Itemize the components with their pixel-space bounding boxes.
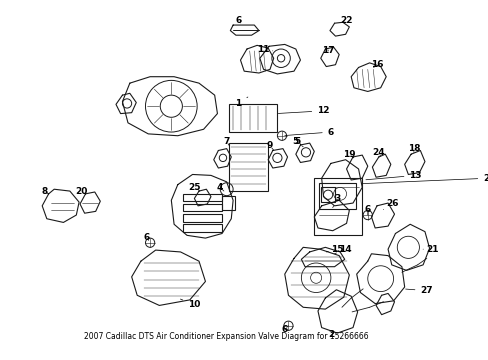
Bar — [183, 204, 222, 211]
Text: 5: 5 — [294, 137, 301, 146]
Text: 5: 5 — [292, 137, 303, 147]
Text: 19: 19 — [342, 150, 355, 159]
Bar — [183, 214, 222, 221]
Text: 26: 26 — [383, 199, 398, 210]
Text: 9: 9 — [266, 141, 273, 150]
Text: 8: 8 — [42, 186, 48, 195]
Text: 6: 6 — [281, 325, 288, 334]
Text: 20: 20 — [76, 186, 88, 195]
Text: 1: 1 — [235, 97, 247, 108]
Text: 7: 7 — [223, 137, 229, 146]
Text: 6: 6 — [235, 16, 241, 25]
Text: 22: 22 — [340, 16, 352, 25]
Text: 15: 15 — [325, 245, 343, 254]
Text: 25: 25 — [188, 183, 200, 192]
Text: 14: 14 — [334, 245, 351, 254]
Text: 6: 6 — [284, 127, 333, 136]
Bar — [314, 178, 362, 235]
Text: 24: 24 — [372, 148, 385, 157]
Text: 3: 3 — [332, 194, 340, 208]
Bar — [229, 143, 267, 191]
Text: 13: 13 — [365, 171, 421, 180]
Bar — [318, 183, 355, 208]
Bar — [183, 224, 222, 231]
Bar — [222, 196, 234, 211]
Bar — [183, 194, 222, 201]
Text: 12: 12 — [278, 106, 329, 115]
Text: 18: 18 — [407, 144, 419, 153]
Text: 23: 23 — [363, 174, 488, 184]
Bar — [320, 187, 335, 202]
Text: 6: 6 — [364, 205, 370, 215]
Text: 11: 11 — [257, 45, 272, 54]
Bar — [229, 104, 277, 132]
Text: 4: 4 — [217, 183, 224, 192]
Text: 16: 16 — [370, 60, 383, 69]
Text: 2: 2 — [327, 330, 333, 339]
Text: 10: 10 — [180, 299, 200, 309]
Text: 21: 21 — [422, 245, 438, 254]
Text: 17: 17 — [321, 46, 334, 55]
Text: 27: 27 — [405, 286, 432, 295]
Text: 2007 Cadillac DTS Air Conditioner Expansion Valve Diagram for 15266666: 2007 Cadillac DTS Air Conditioner Expans… — [84, 332, 368, 341]
Text: 6: 6 — [143, 233, 149, 242]
